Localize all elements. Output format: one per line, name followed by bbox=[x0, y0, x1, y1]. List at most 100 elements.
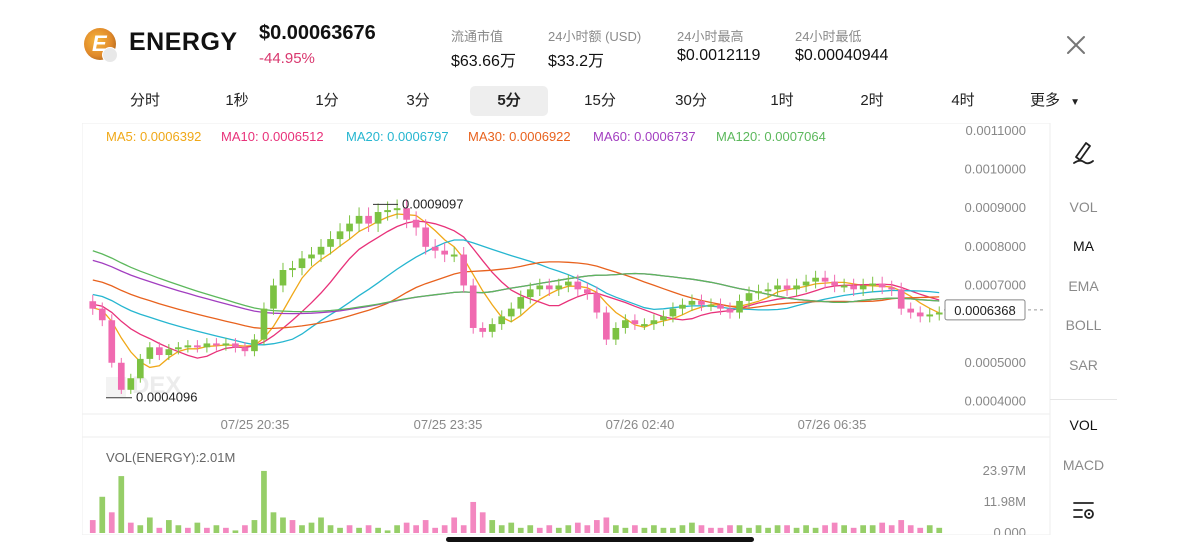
volume-bar bbox=[698, 525, 705, 533]
volume-bar bbox=[736, 525, 743, 533]
volume-bar bbox=[679, 525, 686, 533]
candle-body bbox=[136, 358, 144, 379]
candle-body bbox=[184, 345, 192, 348]
volume-bar bbox=[108, 512, 115, 533]
tab-timeframe-2h[interactable]: 2时 bbox=[860, 92, 884, 109]
candle-body bbox=[679, 304, 686, 309]
price-chart[interactable]: DEX MA5: 0.0006392 MA10: 0.0006512 MA20: 0… bbox=[82, 123, 1117, 535]
price-axis-label: 0.0008000 bbox=[965, 239, 1026, 254]
candle-body bbox=[764, 289, 772, 292]
volume-bar bbox=[831, 522, 838, 533]
candle-body bbox=[507, 308, 515, 317]
volume-bar bbox=[879, 522, 886, 533]
indicator-ema[interactable]: EMA bbox=[1068, 278, 1099, 294]
ma-legend-item: MA120: 0.0007064 bbox=[716, 129, 826, 144]
ma-legend-item: MA10: 0.0006512 bbox=[221, 129, 324, 144]
candle-body bbox=[878, 283, 886, 288]
volume-bar bbox=[403, 522, 410, 533]
candle-body bbox=[165, 349, 173, 356]
candle-body bbox=[460, 254, 468, 286]
volume-bar bbox=[641, 527, 648, 533]
volume-bar bbox=[146, 517, 153, 533]
ma-line-20 bbox=[92, 239, 940, 346]
volume-bar bbox=[746, 527, 752, 533]
time-axis-label: 07/25 23:35 bbox=[414, 417, 483, 432]
volume-bar bbox=[375, 527, 381, 533]
candle-body bbox=[98, 308, 106, 321]
side-divider bbox=[1050, 399, 1117, 400]
price-axis-label: 0.0009000 bbox=[965, 200, 1026, 215]
high-marker-label: 0.0009097 bbox=[402, 196, 463, 211]
indicator-ma[interactable]: MA bbox=[1073, 238, 1094, 254]
candle-body bbox=[346, 223, 353, 232]
more-timeframes-dropdown[interactable]: 更多 ▼ bbox=[1022, 86, 1088, 116]
volume-bar bbox=[251, 520, 258, 533]
candle-body bbox=[603, 312, 610, 340]
volume-bar bbox=[632, 525, 638, 533]
candle-body bbox=[660, 316, 667, 321]
candle-body bbox=[156, 347, 163, 356]
volume-bar bbox=[536, 527, 543, 533]
candle-body bbox=[213, 343, 220, 346]
volume-bar bbox=[555, 527, 562, 533]
candle-body bbox=[203, 343, 211, 348]
draw-tool-icon[interactable] bbox=[1070, 139, 1096, 165]
volume-bar bbox=[812, 527, 819, 533]
candle-body bbox=[564, 281, 572, 286]
candle-body bbox=[222, 343, 230, 346]
candle-body bbox=[146, 347, 154, 359]
candle-body bbox=[279, 270, 287, 286]
tab-timeframe-1h[interactable]: 1时 bbox=[770, 92, 794, 109]
tab-timeframe-3m[interactable]: 3分 bbox=[406, 92, 430, 109]
volume-bar bbox=[89, 520, 96, 533]
stat-market-cap: 流通市值 $63.66万 bbox=[451, 26, 516, 71]
volume-bar bbox=[470, 501, 477, 533]
candle-body bbox=[831, 281, 838, 286]
volume-axis-label: 0.000 bbox=[993, 525, 1026, 535]
volume-bar bbox=[565, 525, 572, 533]
candle-body bbox=[479, 327, 487, 332]
sub-indicator-vol[interactable]: VOL bbox=[1069, 417, 1098, 433]
tab-timeframe-4h[interactable]: 4时 bbox=[951, 92, 975, 109]
volume-axis-label: 23.97M bbox=[983, 463, 1026, 478]
candle-body bbox=[355, 215, 363, 224]
volume-bar bbox=[451, 517, 458, 533]
indicator-vol[interactable]: VOL bbox=[1069, 199, 1098, 215]
candle-body bbox=[869, 283, 876, 286]
close-icon[interactable] bbox=[1064, 33, 1088, 57]
volume-bar bbox=[185, 527, 191, 533]
tab-timeframe-1s[interactable]: 1秒 bbox=[225, 92, 249, 109]
time-axis: 07/25 20:35 07/25 23:35 07/26 02:40 07/26 0… bbox=[221, 417, 867, 432]
stat-label: 24小时最低 bbox=[795, 29, 862, 44]
tab-timeframe-30m[interactable]: 30分 bbox=[675, 92, 707, 109]
candle-body bbox=[412, 219, 420, 228]
candle-body bbox=[745, 293, 753, 301]
candle-body bbox=[802, 281, 810, 286]
volume-bar bbox=[194, 522, 201, 533]
tab-timeframe-15m[interactable]: 15分 bbox=[584, 92, 616, 109]
candle-body bbox=[536, 285, 544, 290]
volume-bar bbox=[727, 525, 733, 533]
stat-value: $63.66万 bbox=[451, 53, 516, 70]
candle-body bbox=[726, 308, 734, 313]
indicator-boll[interactable]: BOLL bbox=[1065, 317, 1102, 333]
candle-body bbox=[707, 304, 715, 307]
indicator-sar[interactable]: SAR bbox=[1069, 357, 1098, 373]
token-header: E ENERGY $0.00063676 -44.95% 流通市值 $63.66… bbox=[0, 0, 1200, 80]
volume-bar bbox=[517, 527, 524, 533]
stat-label: 24小时额 (USD) bbox=[548, 29, 642, 44]
volume-bar bbox=[270, 512, 277, 533]
volume-bar bbox=[175, 525, 182, 533]
volume-bar bbox=[622, 527, 629, 533]
candle-body bbox=[812, 277, 819, 282]
volume-bar bbox=[850, 527, 857, 533]
ma-line-30 bbox=[92, 261, 940, 330]
volume-bar bbox=[860, 525, 867, 533]
indicator-settings-icon[interactable] bbox=[1071, 499, 1097, 521]
tab-timeframe-5m[interactable]: 5分 bbox=[470, 86, 548, 116]
tab-timeframe-1m[interactable]: 1分 bbox=[315, 92, 339, 109]
candle-body bbox=[260, 308, 268, 340]
tab-timeframe-fenshi[interactable]: 分时 bbox=[129, 92, 160, 109]
sub-indicator-macd[interactable]: MACD bbox=[1062, 457, 1105, 473]
volume-bar bbox=[432, 527, 439, 533]
